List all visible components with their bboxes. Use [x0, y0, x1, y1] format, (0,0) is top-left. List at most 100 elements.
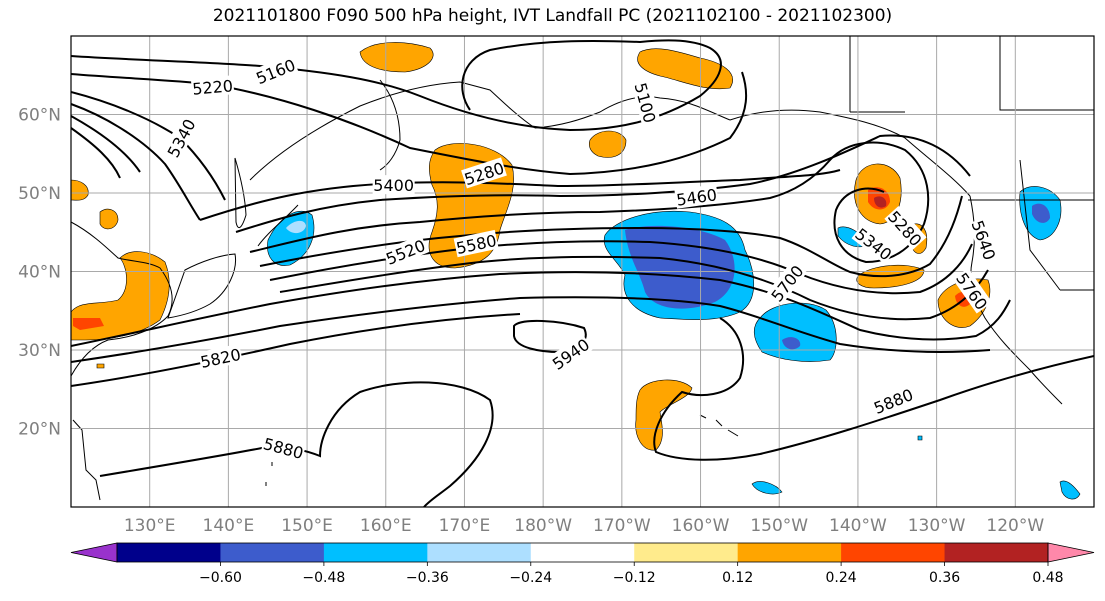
contour-5820 — [71, 313, 521, 387]
ivt-patch — [286, 220, 306, 234]
colorbar-segment — [323, 543, 428, 562]
lon-tick-label: 150°W — [750, 516, 808, 536]
ivt-patch — [782, 337, 801, 350]
contour-label-bg — [884, 206, 927, 250]
colorbar-segment — [634, 543, 739, 562]
lat-tick-label: 60°N — [18, 106, 61, 126]
colorbar-tick-label: −0.24 — [509, 570, 552, 586]
contour-5520 — [259, 195, 963, 278]
lat-tick-label: 20°N — [18, 420, 61, 440]
ivt-patch — [73, 318, 104, 330]
contour-5340b — [71, 103, 201, 221]
contour-5880-east — [653, 317, 1094, 461]
us-state-borders — [968, 159, 1094, 291]
colorbar-tick-label: 0.12 — [722, 570, 753, 586]
contour-label: 5220 — [190, 75, 235, 99]
lat-tick-label: 50°N — [18, 184, 61, 204]
colorbar-extend-low — [70, 542, 118, 563]
sakhalin-outline — [234, 157, 247, 229]
contour-label-bg — [252, 54, 299, 88]
ivt-patch — [96, 363, 105, 369]
ivt-patch — [99, 208, 119, 230]
height-contours — [71, 39, 1094, 507]
alaska-coast — [534, 96, 731, 129]
lon-tick-label: 130°E — [124, 516, 176, 536]
lat-tick-label: 40°N — [18, 263, 61, 283]
lon-tick-label: 130°W — [908, 516, 966, 536]
contour-label-bg — [453, 229, 499, 258]
contour-label-bg — [870, 383, 917, 418]
contour-label-bg — [968, 216, 1001, 263]
colorbar-tick-label: 0.48 — [1032, 570, 1063, 586]
ivt-patch — [753, 302, 837, 362]
colorbar-tick-label: −0.12 — [613, 570, 656, 586]
contour-label-bg — [674, 184, 719, 209]
colorbar-tick-label: −0.36 — [406, 570, 449, 586]
lon-tick-label: 170°E — [439, 516, 491, 536]
ivt-patch — [874, 196, 887, 208]
ivt-patch — [359, 42, 434, 73]
colorbar-segment — [427, 543, 532, 562]
colorbar-segment — [220, 543, 325, 562]
contour-label-bg — [461, 157, 507, 189]
contour-5460b — [71, 127, 121, 179]
ivt-patch — [71, 179, 89, 201]
contour-5460 — [235, 134, 971, 233]
contour-label-bg — [382, 234, 429, 269]
latitude-labels: 60°N 50°N 40°N 30°N 20°N — [18, 106, 61, 440]
contour-5760 — [71, 296, 991, 363]
chart-title: 2021101800 F090 500 hPa height, IVT Land… — [212, 6, 893, 26]
kamchatka-russia-coast — [249, 81, 536, 181]
alaska-canada-border — [849, 36, 905, 113]
contour-label-bg — [631, 79, 661, 126]
contour-label-bg — [851, 223, 897, 265]
lon-tick-label: 180°W — [514, 516, 572, 536]
lon-tick-label: 140°E — [203, 516, 255, 536]
contour-label-bg — [190, 75, 235, 98]
ivt-patch — [917, 435, 923, 441]
colorbar-tick-label: 0.24 — [826, 570, 857, 586]
map-frame — [70, 35, 1095, 508]
contour-label-bg — [547, 333, 594, 374]
contour-label-bg — [260, 433, 307, 463]
contour-5400 — [199, 169, 841, 221]
colorbar-segment — [944, 543, 1049, 562]
colorbar-tick-label: 0.36 — [929, 570, 960, 586]
contour-5280 — [249, 141, 930, 264]
lon-tick-label: 160°W — [672, 516, 730, 536]
lon-tick-label: 140°W — [829, 516, 887, 536]
lon-tick-label: 170°W — [593, 516, 651, 536]
contour-label-bg — [197, 343, 243, 372]
contour-5700 — [71, 271, 1011, 347]
philippines-coast — [72, 419, 101, 501]
ivt-patch — [635, 379, 693, 451]
colorbar-tick-label: −0.48 — [302, 570, 345, 586]
lon-tick-label: 120°W — [986, 516, 1044, 536]
ivt-patch — [588, 130, 627, 158]
contour-label-bg — [766, 260, 808, 306]
colorbar-segment — [737, 543, 842, 562]
contour-label-text: 5400 — [373, 176, 414, 195]
colorbar-extend-high — [1047, 542, 1095, 563]
kuril-islands — [257, 204, 299, 247]
lon-tick-label: 150°E — [281, 516, 333, 536]
lat-tick-label: 30°N — [18, 341, 61, 361]
colorbar-tick-label: −0.60 — [199, 570, 242, 586]
gulf-alaska-coast — [729, 109, 971, 197]
colorbar-segment — [841, 543, 946, 562]
north-america-west-coast — [969, 195, 1063, 405]
contour-5400b — [71, 115, 141, 173]
colorbar-segment — [117, 543, 221, 562]
longitude-labels: 130°E 140°E 150°E 160°E 170°E 180°W 170°W 160°W… — [124, 516, 1045, 536]
contour-label-bg — [372, 175, 415, 195]
contour-label: 5400 — [372, 175, 415, 195]
asia-coastline — [71, 221, 173, 377]
ivt-patch — [1059, 480, 1081, 500]
contour-5640 — [279, 255, 989, 321]
ivt-patch — [751, 481, 783, 495]
ivt-patch — [637, 48, 733, 90]
canada-border — [999, 36, 1094, 111]
contour-label-text: 5220 — [192, 76, 234, 98]
